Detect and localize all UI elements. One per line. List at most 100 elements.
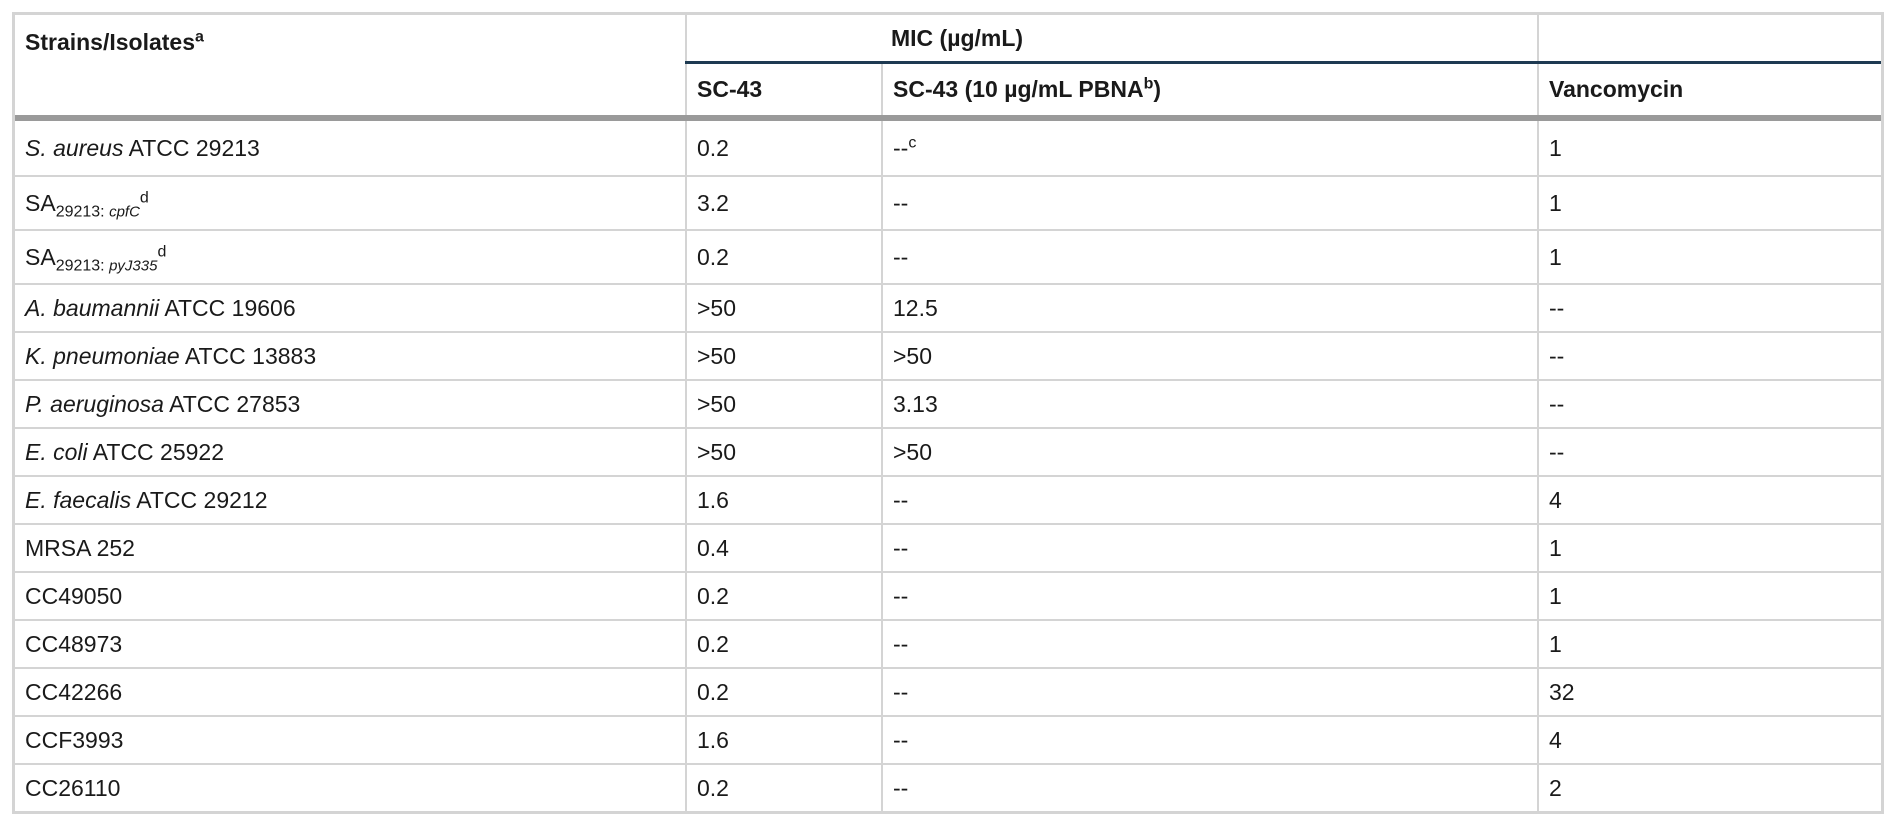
cell-pbna: -- — [882, 523, 1539, 572]
cell-sc43: 0.2 — [686, 667, 883, 716]
strain-id: ATCC 27853 — [163, 390, 301, 417]
cell-vancomycin: 1 — [1549, 134, 1562, 161]
cell-strain: CC26110 — [15, 763, 687, 811]
cell-strain: A. baumannii ATCC 19606 — [15, 283, 687, 332]
header-strains-label: Strains/Isolates — [25, 29, 196, 55]
table-row: CCF3993 1.6 -- 4 — [15, 715, 1881, 764]
species-name: A. baumannii — [25, 294, 160, 321]
table-row: E. faecalis ATCC 29212 1.6 -- 4 — [15, 475, 1881, 524]
strain-prefix: SA — [25, 189, 56, 216]
subscript-number: 29213: — [55, 203, 110, 221]
cell-sc43: 1.6 — [686, 475, 883, 524]
subscript-gene: pyJ335 — [109, 257, 158, 275]
table-row: SA29213: pyJ335d 0.2 -- 1 — [15, 229, 1881, 284]
header-sc43-pbna: SC-43 (10 µg/mL PBNAb) — [882, 62, 1539, 121]
header-blank — [1538, 15, 1881, 64]
cell-strain: K. pneumoniae ATCC 13883 — [15, 331, 687, 380]
cell-sc43: 1.6 — [686, 715, 883, 764]
strain-id: ATCC 25922 — [87, 438, 225, 465]
strain-prefix: SA — [25, 243, 56, 270]
cell-strain: SA29213: pyJ335d — [15, 229, 687, 284]
cell-pbna: -- — [882, 619, 1539, 668]
cell-pbna: -- — [882, 667, 1539, 716]
species-name: E. faecalis — [25, 486, 132, 513]
header-sc43-pbna-label: SC-43 (10 µg/mL PBNA — [893, 76, 1144, 103]
cell-pbna: -- — [882, 229, 1539, 284]
table-header: Strains/Isolatesa MIC (µg/mL) SC-43 SC-4… — [15, 15, 1881, 121]
table-row: CC42266 0.2 -- 32 — [15, 667, 1881, 716]
table-row: CC26110 0.2 -- 2 — [15, 763, 1881, 811]
table-row: E. coli ATCC 25922 >50 >50 -- — [15, 427, 1881, 476]
footnote-marker: c — [908, 134, 917, 152]
table-row: A. baumannii ATCC 19606 >50 12.5 -- — [15, 283, 1881, 332]
cell-vancomycin: 1 — [1538, 619, 1881, 668]
footnote-marker: d — [139, 189, 149, 207]
footnote-marker: a — [195, 28, 204, 46]
cell-vancomycin: 2 — [1538, 763, 1881, 811]
cell-strain: E. faecalis ATCC 29212 — [15, 475, 687, 524]
header-row-columns: SC-43 SC-43 (10 µg/mL PBNAb) Vancomycin — [15, 62, 1881, 121]
header-paren: ) — [1153, 76, 1162, 103]
cell-vancomycin: -- — [1538, 379, 1881, 428]
strain-subscript: 29213: pyJ335 — [56, 257, 158, 274]
cell-vancomycin: 1 — [1538, 571, 1881, 620]
footnote-marker: b — [1143, 75, 1154, 93]
cell-strain: SA29213: cpfCd — [15, 175, 687, 230]
cell-strain: CC42266 — [15, 667, 687, 716]
cell-sc43: >50 — [686, 331, 883, 380]
cell-vancomycin: 1 — [1538, 175, 1881, 230]
cell-sc43: 0.2 — [686, 571, 883, 620]
header-strains: Strains/Isolatesa — [15, 15, 687, 121]
cell-pbna: -- — [882, 175, 1539, 230]
cell-sc43: 3.2 — [686, 175, 883, 230]
mic-table: Strains/Isolatesa MIC (µg/mL) SC-43 SC-4… — [15, 15, 1881, 811]
cell-vancomycin: 32 — [1538, 667, 1881, 716]
cell-pbna: 3.13 — [882, 379, 1539, 428]
cell-strain: MRSA 252 — [15, 523, 687, 572]
table-row: K. pneumoniae ATCC 13883 >50 >50 -- — [15, 331, 1881, 380]
cell-strain: CC49050 — [15, 571, 687, 620]
header-sc43: SC-43 — [686, 62, 883, 121]
header-vancomycin: Vancomycin — [1538, 62, 1881, 121]
cell-strain: S. aureus ATCC 29213 — [15, 118, 687, 176]
species-name: E. coli — [25, 438, 88, 465]
cell-sc43: 0.2 — [686, 229, 883, 284]
mic-table-container: Strains/Isolatesa MIC (µg/mL) SC-43 SC-4… — [12, 12, 1884, 814]
pbna-value: -- — [893, 134, 909, 161]
cell-vancomycin: -- — [1538, 427, 1881, 476]
strain-id: ATCC 19606 — [159, 294, 296, 321]
table-row: P. aeruginosa ATCC 27853 >50 3.13 -- — [15, 379, 1881, 428]
cell-pbna: >50 — [882, 427, 1539, 476]
cell-vancomycin: -- — [1538, 331, 1881, 380]
table-row: CC49050 0.2 -- 1 — [15, 571, 1881, 620]
table-row: CC48973 0.2 -- 1 — [15, 619, 1881, 668]
strain-id: ATCC 29212 — [131, 486, 268, 513]
cell-strain: CC48973 — [15, 619, 687, 668]
cell-sc43: >50 — [686, 427, 883, 476]
cell-pbna: 12.5 — [882, 283, 1539, 332]
cell-pbna: >50 — [882, 331, 1539, 380]
table-row: MRSA 252 0.4 -- 1 — [15, 523, 1881, 572]
cell-pbna: -- — [882, 475, 1539, 524]
strain-subscript: 29213: cpfC — [56, 203, 140, 220]
cell-sc43: 0.2 — [686, 763, 883, 811]
species-name: K. pneumoniae — [25, 342, 180, 369]
subscript-number: 29213: — [55, 257, 110, 275]
footnote-marker: d — [157, 243, 167, 261]
table-body: S. aureus ATCC 29213 0.2 --c 1 SA29213: … — [15, 118, 1881, 811]
cell-vancomycin: -- — [1538, 283, 1881, 332]
table-row: S. aureus ATCC 29213 0.2 --c 1 — [15, 118, 1881, 176]
strain-id: ATCC 13883 — [179, 342, 317, 369]
header-row-group: Strains/Isolatesa MIC (µg/mL) — [15, 15, 1881, 121]
cell-strain: E. coli ATCC 25922 — [15, 427, 687, 476]
cell-sc43: >50 — [686, 379, 883, 428]
cell-vancomycin: 1 — [1538, 229, 1881, 284]
cell-sc43: 0.2 — [686, 619, 883, 668]
cell-strain: P. aeruginosa ATCC 27853 — [15, 379, 687, 428]
cell-pbna: -- — [882, 571, 1539, 620]
cell-vancomycin: 4 — [1538, 475, 1881, 524]
cell-strain: CCF3993 — [15, 715, 687, 764]
cell-sc43: 0.2 — [686, 118, 883, 176]
cell-vancomycin: 1 — [1538, 523, 1881, 572]
subscript-gene: cpfC — [109, 203, 140, 221]
